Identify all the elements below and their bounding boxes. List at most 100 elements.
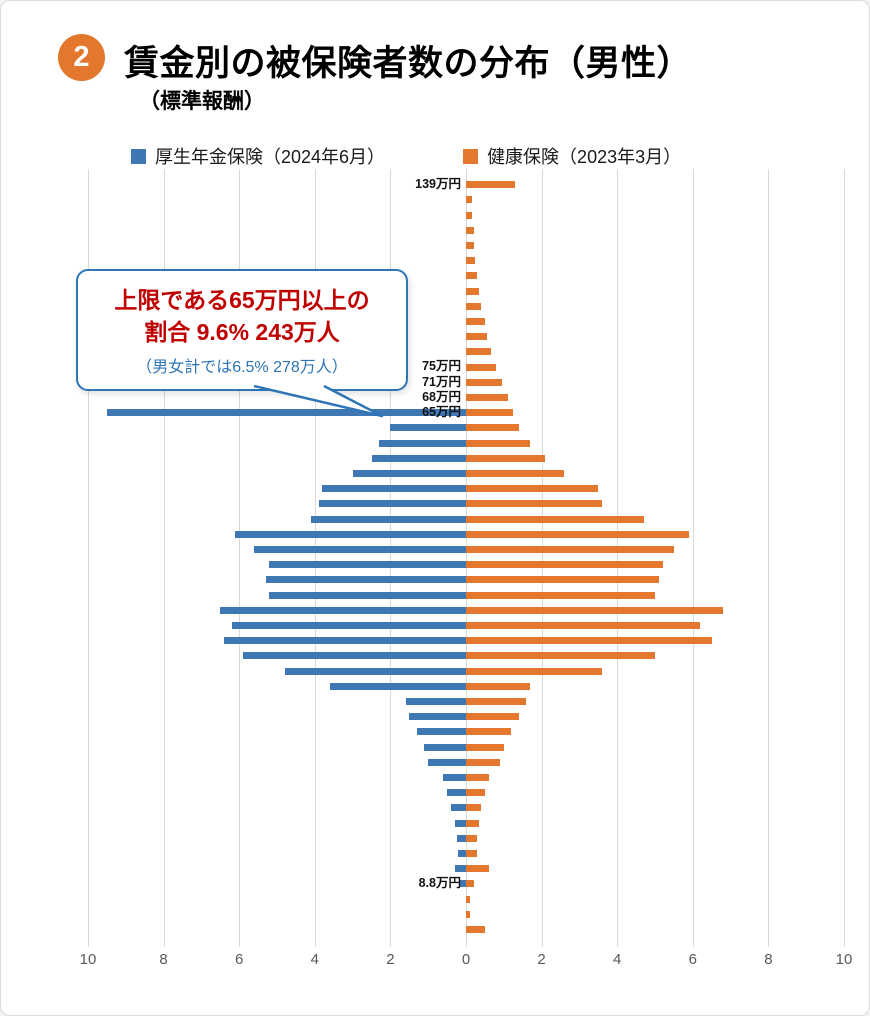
x-tick-label: 8	[159, 951, 168, 968]
health-bar-12.6万円	[466, 804, 482, 812]
pension-bar-20万円	[329, 682, 466, 690]
x-tick-label: 2	[537, 951, 546, 968]
health-bar-19万円	[466, 697, 527, 705]
health-bar-93万円	[466, 302, 482, 310]
pension-bar-36万円	[269, 561, 466, 569]
health-bar-44万円	[466, 515, 644, 523]
health-bar-71万円	[466, 378, 502, 386]
page-subtitle: （標準報酬）	[139, 90, 265, 113]
pension-bar-22万円	[284, 667, 466, 675]
health-bar-59万円	[466, 439, 531, 447]
health-bar-139万円	[466, 181, 516, 189]
health-bar-115万円	[466, 241, 474, 249]
health-bar-50万円	[466, 485, 599, 493]
legend-label-pension: 厚生年金保険（2024年6月）	[155, 147, 386, 167]
pension-bar-16万円	[424, 743, 466, 751]
pension-legend-swatch-icon	[131, 148, 146, 164]
pension-bar-32万円	[269, 591, 466, 599]
pension-bar-17万円	[416, 728, 466, 736]
legend-item-pension: 厚生年金保険（2024年6月）	[131, 143, 385, 169]
health-bar-83万円	[466, 333, 487, 341]
x-tick-label: 4	[310, 951, 319, 968]
gridline	[768, 169, 770, 947]
health-bar-62万円	[466, 424, 519, 432]
health-bar-103万円	[466, 272, 478, 280]
health-bar-30万円	[466, 606, 724, 614]
pension-bar-8.8万円	[460, 880, 466, 888]
health-bar-56万円	[466, 454, 546, 462]
x-tick-label: 4	[613, 951, 622, 968]
pension-bar-11万円	[456, 834, 466, 842]
health-bar-11.8万円	[466, 819, 480, 827]
pension-bar-15万円	[428, 758, 466, 766]
x-tick-label: 0	[461, 951, 471, 968]
pension-bar-18万円	[409, 713, 466, 721]
section-number-badge: 2	[58, 34, 105, 81]
pension-bar-65万円	[106, 409, 466, 417]
health-bar-36万円	[466, 561, 663, 569]
pension-bar-34万円	[265, 576, 466, 584]
pension-bar-26万円	[224, 637, 466, 645]
health-bar-22万円	[466, 667, 603, 675]
pension-bar-9.8万円	[454, 865, 466, 873]
callout-bubble: 上限である65万円以上の 割合 9.6% 243万人 （男女計では6.5% 27…	[76, 269, 408, 391]
callout-line1: 上限である65万円以上の	[114, 287, 370, 313]
x-tick-label: 6	[688, 951, 697, 968]
pension-bar-53万円	[352, 469, 466, 477]
health-bar-79万円	[466, 348, 491, 356]
callout-tail-icon	[253, 385, 384, 418]
pension-bar-12.6万円	[450, 804, 466, 812]
health-bar-47万円	[466, 500, 603, 508]
pyramid-chart-plot: 139万円 75万円 71万円 68万円 65万円 8.8万円	[88, 177, 844, 939]
chart-legend: 厚生年金保険（2024年6月） 健康保険（2023年3月）	[131, 143, 681, 169]
x-tick-label: 10	[835, 951, 853, 968]
health-bar-8.8万円	[466, 880, 474, 888]
health-bar-11万円	[466, 834, 478, 842]
health-bar-68万円	[466, 393, 508, 401]
health-bar-75万円	[466, 363, 497, 371]
x-tick-label: 8	[764, 951, 773, 968]
pension-bar-50万円	[322, 485, 466, 493]
gridline	[692, 169, 694, 947]
pension-bar-14.2万円	[443, 773, 466, 781]
health-bar-88万円	[466, 317, 485, 325]
legend-label-health: 健康保険（2023年3月）	[487, 147, 682, 167]
health-bar-121万円	[466, 226, 474, 234]
health-bar-133万円	[466, 196, 472, 204]
pension-bar-13.4万円	[447, 789, 466, 797]
wage-label-75万円: 75万円	[422, 359, 461, 374]
pension-bar-41万円	[235, 530, 466, 538]
pension-bar-24万円	[242, 652, 466, 660]
health-bar-65万円	[466, 409, 514, 417]
pension-bar-10.4万円	[458, 849, 466, 857]
health-bar-109万円	[466, 257, 476, 265]
pension-bar-47万円	[318, 500, 466, 508]
wage-label-139万円: 139万円	[415, 177, 461, 191]
health-bar-6.8万円	[466, 910, 470, 918]
health-bar-18万円	[466, 713, 519, 721]
wage-label-8.8万円: 8.8万円	[418, 876, 461, 891]
legend-item-health: 健康保険（2023年3月）	[463, 143, 681, 169]
health-bar-15万円	[466, 758, 501, 766]
x-tick-label: 2	[386, 951, 395, 968]
health-bar-38万円	[466, 545, 674, 553]
health-bar-9.8万円	[466, 865, 489, 873]
gridline	[239, 169, 241, 947]
health-bar-17万円	[466, 728, 512, 736]
gridline	[541, 169, 543, 947]
health-bar-41万円	[466, 530, 690, 538]
gridline	[88, 169, 89, 947]
health-bar-127万円	[466, 211, 472, 219]
health-bar-24万円	[466, 652, 655, 660]
chart-gridlines	[88, 169, 845, 947]
pension-bar-56万円	[371, 454, 466, 462]
callout-line3: （男女計では6.5% 278万人）	[136, 359, 348, 376]
page-title: 賃金別の被保険者数の分布（男性）	[124, 44, 693, 83]
pension-bar-19万円	[405, 697, 466, 705]
gridline	[617, 169, 619, 947]
health-bar-7.8万円	[466, 895, 470, 903]
pension-bar-11.8万円	[454, 819, 466, 827]
wage-label-65万円: 65万円	[422, 405, 461, 419]
pension-bar-62万円	[390, 424, 466, 432]
